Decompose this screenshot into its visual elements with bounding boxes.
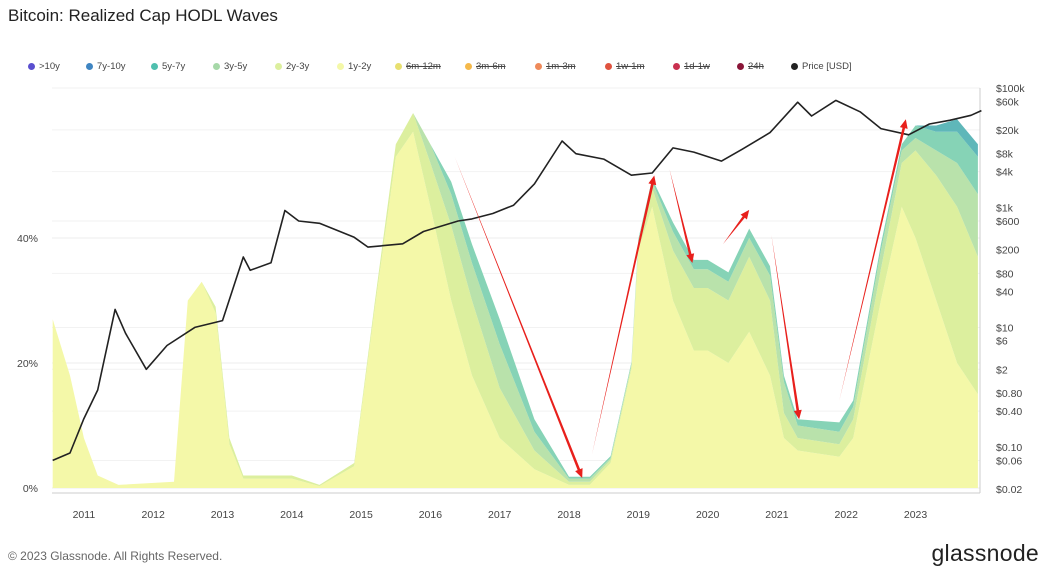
legend-dot-icon <box>605 63 612 70</box>
x-tick-label: 2015 <box>349 509 373 521</box>
y-right-tick-label: $0.80 <box>996 388 1022 400</box>
legend-dot-icon <box>28 63 35 70</box>
legend-label: 7y-10y <box>97 61 126 72</box>
legend-dot-icon <box>275 63 282 70</box>
y-left-tick-label: 20% <box>17 358 38 370</box>
chart-title: Bitcoin: Realized Cap HODL Waves <box>8 6 278 25</box>
y-right-tick-label: $60k <box>996 96 1020 108</box>
area-3y-5y <box>52 113 978 485</box>
legend-label: 5y-7y <box>162 61 186 72</box>
y-right-tick-label: $6 <box>996 336 1008 348</box>
legend-dot-icon <box>673 63 680 70</box>
legend-label: 1d-1w <box>684 61 710 72</box>
legend-dot-icon <box>151 63 158 70</box>
legend-dot-icon <box>737 63 744 70</box>
legend-item-3y-5y[interactable]: 3y-5y <box>213 61 275 72</box>
x-tick-label: 2011 <box>73 509 96 521</box>
x-tick-label: 2018 <box>557 509 581 521</box>
x-tick-label: 2012 <box>142 509 166 521</box>
y-right-tick-label: $2 <box>996 364 1008 376</box>
x-tick-label: 2020 <box>696 509 720 521</box>
y-right-tick-label: $8k <box>996 149 1014 161</box>
area-1y-2y <box>52 131 978 489</box>
y-left-tick-label: 0% <box>23 483 38 495</box>
legend: >10y 7y-10y 5y-7y 3y-5y 2y-3y 1y-2y 6m-12m 3m-6… <box>28 61 871 72</box>
x-tick-label: 2019 <box>627 509 651 521</box>
legend-dot-icon <box>86 63 93 70</box>
legend-label: 1y-2y <box>348 61 372 72</box>
legend-dot-icon <box>395 63 402 70</box>
y-right-tick-label: $80 <box>996 268 1014 280</box>
legend-item--10y[interactable]: >10y <box>28 61 86 72</box>
y-left-tick-label: 40% <box>17 233 38 245</box>
x-tick-label: 2017 <box>488 509 512 521</box>
glassnode-logo: glassnode <box>931 540 1039 566</box>
y-right-tick-label: $200 <box>996 245 1020 257</box>
legend-dot-icon <box>337 63 344 70</box>
legend-item-3m-6m[interactable]: 3m-6m <box>465 61 535 72</box>
legend-label: 24h <box>748 61 764 72</box>
x-tick-label: 2013 <box>211 509 235 521</box>
red-arrow-annotation <box>454 156 583 478</box>
red-arrow-annotation <box>722 209 750 245</box>
y-right-tick-label: $100k <box>996 83 1025 95</box>
legend-label: 1w-1m <box>616 61 645 72</box>
x-tick-label: 2021 <box>765 509 789 521</box>
y-right-tick-label: $20k <box>996 125 1020 137</box>
legend-label: 2y-3y <box>286 61 310 72</box>
y-right-tick-label: $0.06 <box>996 455 1022 467</box>
legend-label: 3y-5y <box>224 61 248 72</box>
y-right-tick-label: $4k <box>996 167 1014 179</box>
x-tick-label: 2023 <box>904 509 928 521</box>
legend-label: Price [USD] <box>802 61 852 72</box>
price-line <box>52 99 982 462</box>
y-right-tick-label: $0.40 <box>996 406 1022 418</box>
legend-dot-icon <box>213 63 220 70</box>
legend-item-1d-1w[interactable]: 1d-1w <box>673 61 737 72</box>
legend-item-5y-7y[interactable]: 5y-7y <box>151 61 213 72</box>
x-tick-label: 2022 <box>835 509 859 521</box>
legend-item-7y-10y[interactable]: 7y-10y <box>86 61 151 72</box>
y-right-tick-label: $40 <box>996 286 1014 298</box>
legend-item-1w-1m[interactable]: 1w-1m <box>605 61 673 72</box>
y-right-tick-label: $0.02 <box>996 484 1022 496</box>
legend-item-1m-3m[interactable]: 1m-3m <box>535 61 605 72</box>
y-right-tick-label: $0.10 <box>996 442 1022 454</box>
legend-item-price-usd-[interactable]: Price [USD] <box>791 61 871 72</box>
legend-item-2y-3y[interactable]: 2y-3y <box>275 61 337 72</box>
y-right-tick-label: $600 <box>996 216 1020 228</box>
legend-label: 6m-12m <box>406 61 441 72</box>
y-right-tick-label: $1k <box>996 203 1014 215</box>
legend-item-6m-12m[interactable]: 6m-12m <box>395 61 465 72</box>
legend-item-1y-2y[interactable]: 1y-2y <box>337 61 395 72</box>
x-tick-label: 2016 <box>419 509 443 521</box>
legend-label: >10y <box>39 61 60 72</box>
legend-dot-icon <box>535 63 542 70</box>
copyright: © 2023 Glassnode. All Rights Reserved. <box>8 549 223 563</box>
legend-item-24h[interactable]: 24h <box>737 61 791 72</box>
x-tick-label: 2014 <box>280 509 304 521</box>
legend-dot-icon <box>465 63 472 70</box>
legend-label: 3m-6m <box>476 61 506 72</box>
legend-dot-icon <box>791 63 798 70</box>
y-right-tick-label: $10 <box>996 322 1014 334</box>
legend-label: 1m-3m <box>546 61 576 72</box>
